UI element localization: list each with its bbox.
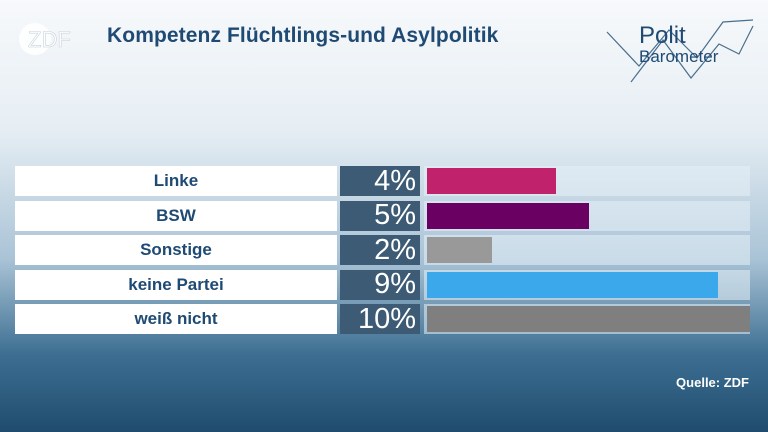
bar-track bbox=[424, 166, 750, 196]
brand-barometer: Barometer bbox=[639, 47, 719, 66]
value-label: 9% bbox=[340, 268, 420, 300]
chart-title: Kompetenz Flüchtlings-und Asylpolitik bbox=[107, 24, 499, 47]
politbarometer-logo: Polit Barometer bbox=[603, 18, 755, 94]
category-label: BSW bbox=[15, 200, 337, 231]
bar-row: Linke 4% bbox=[15, 165, 750, 197]
bar bbox=[427, 202, 589, 229]
svg-text:ZDF: ZDF bbox=[28, 27, 71, 52]
value-label: 10% bbox=[340, 303, 420, 335]
bar-track bbox=[424, 269, 750, 300]
category-label: Linke bbox=[15, 166, 337, 196]
value-label: 2% bbox=[340, 234, 420, 266]
bar bbox=[427, 237, 492, 263]
bar bbox=[427, 168, 557, 194]
bar bbox=[427, 271, 718, 298]
value-label: 5% bbox=[340, 199, 420, 231]
zdf-logo: ZDF bbox=[19, 23, 71, 55]
bar-row: keine Partei 9% bbox=[15, 268, 750, 300]
politbarometer-zigzag-icon bbox=[606, 19, 754, 83]
category-label: Sonstige bbox=[15, 235, 337, 265]
bar-row: weiß nicht 10% bbox=[15, 303, 750, 335]
bar-track bbox=[424, 304, 750, 334]
value-label: 4% bbox=[340, 165, 420, 197]
bar-track bbox=[424, 235, 750, 265]
bar-row: Sonstige 2% bbox=[15, 234, 750, 266]
bar-track bbox=[424, 200, 750, 231]
brand-polit: Polit bbox=[639, 22, 686, 49]
bar bbox=[427, 306, 750, 332]
source-note: Quelle: ZDF bbox=[676, 375, 749, 390]
category-label: keine Partei bbox=[15, 269, 337, 300]
bar-row: BSW 5% bbox=[15, 199, 750, 231]
category-label: weiß nicht bbox=[15, 304, 337, 334]
